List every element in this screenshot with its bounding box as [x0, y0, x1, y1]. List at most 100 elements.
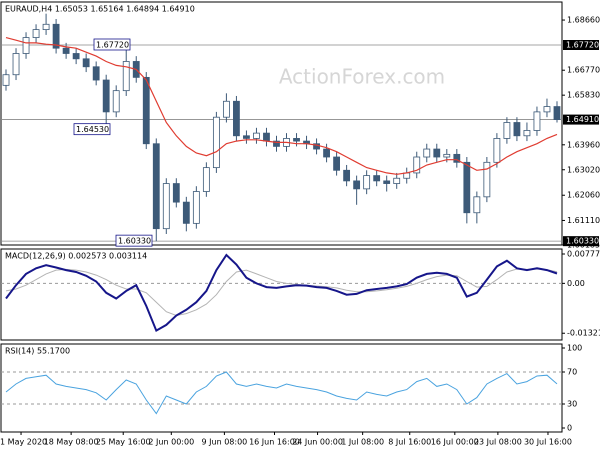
- candle-body: [273, 140, 280, 147]
- watermark: ActionForex.com: [279, 65, 445, 89]
- annotation-label: 1.67720: [96, 40, 129, 49]
- candle-body: [263, 132, 270, 142]
- y-tick-label: 1.63960: [567, 140, 600, 149]
- candle-body: [493, 138, 501, 163]
- candle-body: [443, 153, 451, 158]
- candle-body: [413, 156, 421, 174]
- x-tick-label: 8 Jul 16:00: [388, 438, 431, 447]
- panel-title: MACD(12,26,9) 0.002573 0.003114: [5, 252, 147, 261]
- price-level-label: 1.64910: [566, 115, 599, 124]
- candle-body: [243, 135, 250, 139]
- candle-body: [22, 37, 30, 54]
- x-tick-label: 24 Jun 00:00: [292, 438, 343, 447]
- price-level-label: 1.67720: [566, 40, 599, 49]
- candle-body: [483, 161, 491, 198]
- candle-body: [463, 161, 471, 214]
- candle-body: [553, 106, 561, 120]
- y-tick-label: 100: [567, 344, 582, 353]
- candle-body: [513, 122, 521, 137]
- candle-body: [383, 180, 391, 184]
- candle-body: [343, 169, 351, 182]
- y-tick-label: 1.68660: [567, 16, 600, 25]
- x-tick-label: 18 May 08:00: [44, 438, 99, 447]
- x-tick-label: 25 May 16:00: [96, 438, 151, 447]
- annotation-box: [73, 123, 111, 136]
- candle-body: [433, 148, 441, 158]
- panel-title: EURAUD,H4 1.65053 1.65164 1.64894 1.6491…: [5, 5, 195, 14]
- y-tick-label: 1.65830: [567, 91, 600, 100]
- y-tick-label: 1.66770: [567, 66, 600, 75]
- annotation-label: 1.64530: [76, 125, 109, 134]
- y-tick-label: 0.007778: [567, 249, 600, 258]
- y-tick-label: 0: [567, 424, 572, 433]
- candle-body: [523, 130, 531, 137]
- candle-body: [323, 148, 330, 158]
- price-level-box: [563, 236, 599, 247]
- y-tick-label: 0.00: [567, 279, 585, 288]
- y-tick-label: 1.63020: [567, 165, 600, 174]
- candle-body: [32, 29, 40, 38]
- candle-body: [543, 106, 551, 113]
- candle-body: [222, 100, 230, 118]
- candle-body: [363, 175, 371, 190]
- candle-body: [52, 23, 60, 49]
- annotation-label: 1.60330: [118, 237, 151, 246]
- candle-body: [503, 122, 511, 139]
- x-tick-label: 1 Jul 08:00: [341, 438, 384, 447]
- y-tick-label: 30: [567, 400, 577, 409]
- x-tick-label: 30 Jul 16:00: [524, 438, 572, 447]
- candle-body: [192, 191, 200, 224]
- candle-body: [142, 76, 150, 145]
- candle-body: [453, 153, 461, 163]
- candle-body: [152, 143, 160, 230]
- x-tick-label: 2 Jun 00:00: [148, 438, 194, 447]
- moving-average: [5, 37, 558, 175]
- candle-body: [72, 53, 80, 60]
- y-tick-label: -0.01321: [567, 329, 600, 338]
- y-tick-label: 1.61110: [567, 216, 600, 225]
- price-level-box: [563, 114, 599, 125]
- y-tick-label: 1.62060: [567, 191, 600, 200]
- candle-body: [82, 58, 90, 68]
- candle-body: [353, 180, 361, 190]
- candle-body: [182, 201, 190, 224]
- candle-body: [2, 74, 10, 86]
- candle-body: [233, 100, 240, 137]
- x-tick-label: 16 Jul 00:00: [431, 438, 479, 447]
- y-tick-label: 70: [567, 368, 577, 377]
- candle-body: [333, 156, 341, 171]
- annotation-box: [115, 234, 153, 247]
- candle-body: [202, 167, 210, 192]
- candle-body: [172, 183, 180, 203]
- panel-frame: [0, 1, 563, 246]
- candle-body: [293, 138, 300, 142]
- x-tick-label: 23 Jul 08:00: [474, 438, 522, 447]
- indicator-line: [5, 268, 558, 317]
- panel-frame: [0, 248, 563, 341]
- candle-body: [393, 177, 401, 184]
- panel-title: RSI(14) 55.1700: [5, 347, 70, 356]
- candle-body: [162, 183, 170, 230]
- x-tick-label: 11 May 2020: [0, 438, 47, 447]
- candle-body: [423, 148, 431, 158]
- annotation-box: [93, 38, 131, 51]
- candle-body: [533, 111, 541, 131]
- candle-body: [42, 23, 50, 31]
- candle-body: [92, 66, 100, 81]
- candle-body: [122, 61, 130, 92]
- indicator-line: [5, 371, 558, 415]
- candle-body: [212, 116, 220, 169]
- candle-body: [253, 132, 260, 139]
- candle-body: [102, 79, 110, 113]
- candle-body: [373, 175, 381, 182]
- x-tick-label: 9 Jun 08:00: [202, 438, 248, 447]
- candle-body: [112, 90, 120, 113]
- panel-frame: [0, 343, 563, 433]
- price-level-label: 1.60330: [566, 237, 599, 246]
- candle-body: [473, 196, 481, 214]
- candle-body: [12, 53, 20, 76]
- price-level-box: [563, 39, 599, 50]
- indicator-line: [5, 253, 558, 333]
- candle-body: [62, 47, 70, 54]
